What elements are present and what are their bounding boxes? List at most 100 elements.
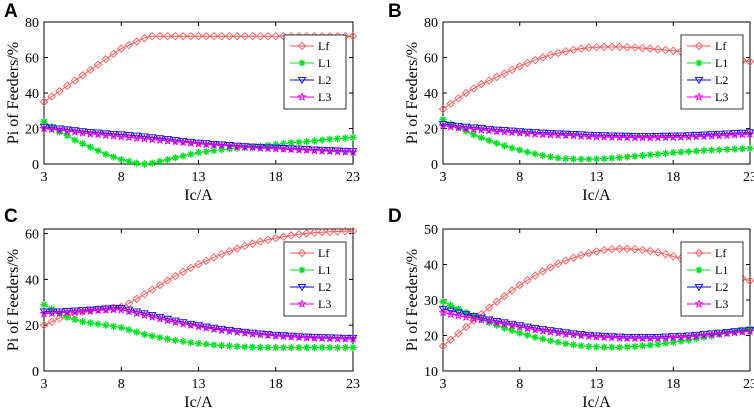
data-point-L1 xyxy=(194,339,203,348)
data-point-L2 xyxy=(124,132,134,140)
data-point-Lf xyxy=(155,280,165,290)
y-tick-label: 20 xyxy=(424,330,438,345)
data-point-L3 xyxy=(737,129,747,139)
data-point-L3 xyxy=(132,308,142,318)
data-point-L3 xyxy=(70,127,80,136)
data-point-Lf xyxy=(317,227,327,237)
data-point-Lf xyxy=(333,227,342,236)
data-point-Lf xyxy=(599,245,609,255)
data-point-L3 xyxy=(614,333,625,342)
data-point-L2 xyxy=(116,131,126,139)
data-point-L3 xyxy=(255,329,265,339)
data-point-Lf xyxy=(576,251,586,260)
legend-marker-L2 xyxy=(694,77,704,85)
panel-label: C xyxy=(4,206,18,227)
data-point-Lf xyxy=(248,239,257,248)
y-tick-label: 10 xyxy=(424,365,438,380)
legend-label: L2 xyxy=(318,73,331,87)
data-point-L1 xyxy=(187,339,195,347)
data-point-L1 xyxy=(310,344,318,352)
data-point-Lf xyxy=(507,286,517,295)
x-tick-label: 23 xyxy=(346,377,360,392)
data-point-L3 xyxy=(317,146,327,155)
data-point-L3 xyxy=(232,327,242,336)
data-point-L1 xyxy=(531,333,539,341)
x-tick-label: 23 xyxy=(346,170,360,185)
data-point-Lf xyxy=(638,43,647,53)
legend-label: Lf xyxy=(715,246,726,260)
data-point-L3 xyxy=(507,320,517,330)
data-point-L3 xyxy=(668,132,678,142)
data-point-Lf xyxy=(592,42,601,52)
data-point-L3 xyxy=(85,306,95,315)
data-point-L1 xyxy=(700,146,708,155)
legend-label: Lf xyxy=(318,246,329,260)
data-point-L1 xyxy=(677,337,685,345)
legend-marker-Lf xyxy=(694,248,704,258)
series-L3 xyxy=(39,304,358,343)
data-point-L3 xyxy=(39,123,49,133)
data-point-L1 xyxy=(569,155,578,163)
data-point-L2 xyxy=(469,313,479,321)
legend-marker-L3 xyxy=(694,92,704,101)
data-point-Lf xyxy=(669,252,678,261)
data-point-Lf xyxy=(163,31,172,41)
data-point-L3 xyxy=(576,330,586,340)
data-point-Lf xyxy=(469,84,478,93)
data-point-L1 xyxy=(477,134,485,142)
data-point-L1 xyxy=(326,344,334,352)
x-tick-label: 23 xyxy=(743,170,754,185)
data-point-Lf xyxy=(584,248,594,258)
y-axis-title: Pi of Feeders/% xyxy=(404,42,421,144)
data-point-L3 xyxy=(707,131,717,140)
data-point-L3 xyxy=(333,146,343,156)
data-point-L1 xyxy=(738,145,746,153)
data-point-Lf xyxy=(569,45,578,55)
data-point-Lf xyxy=(584,43,594,52)
data-point-L2 xyxy=(461,311,471,319)
data-point-Lf xyxy=(348,227,358,236)
data-point-L1 xyxy=(523,148,532,156)
data-point-L1 xyxy=(554,338,562,346)
data-point-L1 xyxy=(669,338,677,346)
data-point-L3 xyxy=(248,329,258,338)
data-point-L1 xyxy=(210,341,218,349)
data-point-L1 xyxy=(295,344,303,352)
data-point-Lf xyxy=(561,256,571,265)
series-L3 xyxy=(438,121,754,142)
data-point-L3 xyxy=(530,325,540,334)
data-point-Lf xyxy=(209,31,219,41)
data-point-Lf xyxy=(325,227,335,236)
data-point-L1 xyxy=(148,332,156,340)
data-point-Lf xyxy=(599,42,609,52)
data-point-Lf xyxy=(492,72,501,82)
data-point-Lf xyxy=(171,271,180,281)
data-point-Lf xyxy=(477,79,486,89)
data-point-L1 xyxy=(133,159,141,167)
data-point-Lf xyxy=(70,76,80,85)
data-point-L3 xyxy=(584,331,594,341)
data-point-Lf xyxy=(178,267,188,277)
legend-label: L3 xyxy=(715,297,728,311)
data-point-Lf xyxy=(607,42,617,52)
data-point-L1 xyxy=(516,329,524,337)
data-point-Lf xyxy=(201,31,211,41)
data-point-L1 xyxy=(179,337,187,346)
data-point-L1 xyxy=(233,342,241,351)
data-point-Lf xyxy=(645,44,655,53)
data-point-L1 xyxy=(256,343,264,352)
data-point-L1 xyxy=(577,342,585,350)
legend: Lf L1 L2 L3 xyxy=(283,241,347,317)
legend-label: L2 xyxy=(715,73,728,87)
data-point-L1 xyxy=(500,324,508,332)
data-point-L3 xyxy=(591,332,602,341)
legend-label: L1 xyxy=(715,263,728,277)
data-point-L1 xyxy=(102,150,110,158)
data-point-Lf xyxy=(507,65,517,75)
data-point-L3 xyxy=(469,313,479,323)
data-point-Lf xyxy=(140,33,149,43)
data-point-L3 xyxy=(47,308,57,318)
legend-marker-L3 xyxy=(694,299,704,308)
